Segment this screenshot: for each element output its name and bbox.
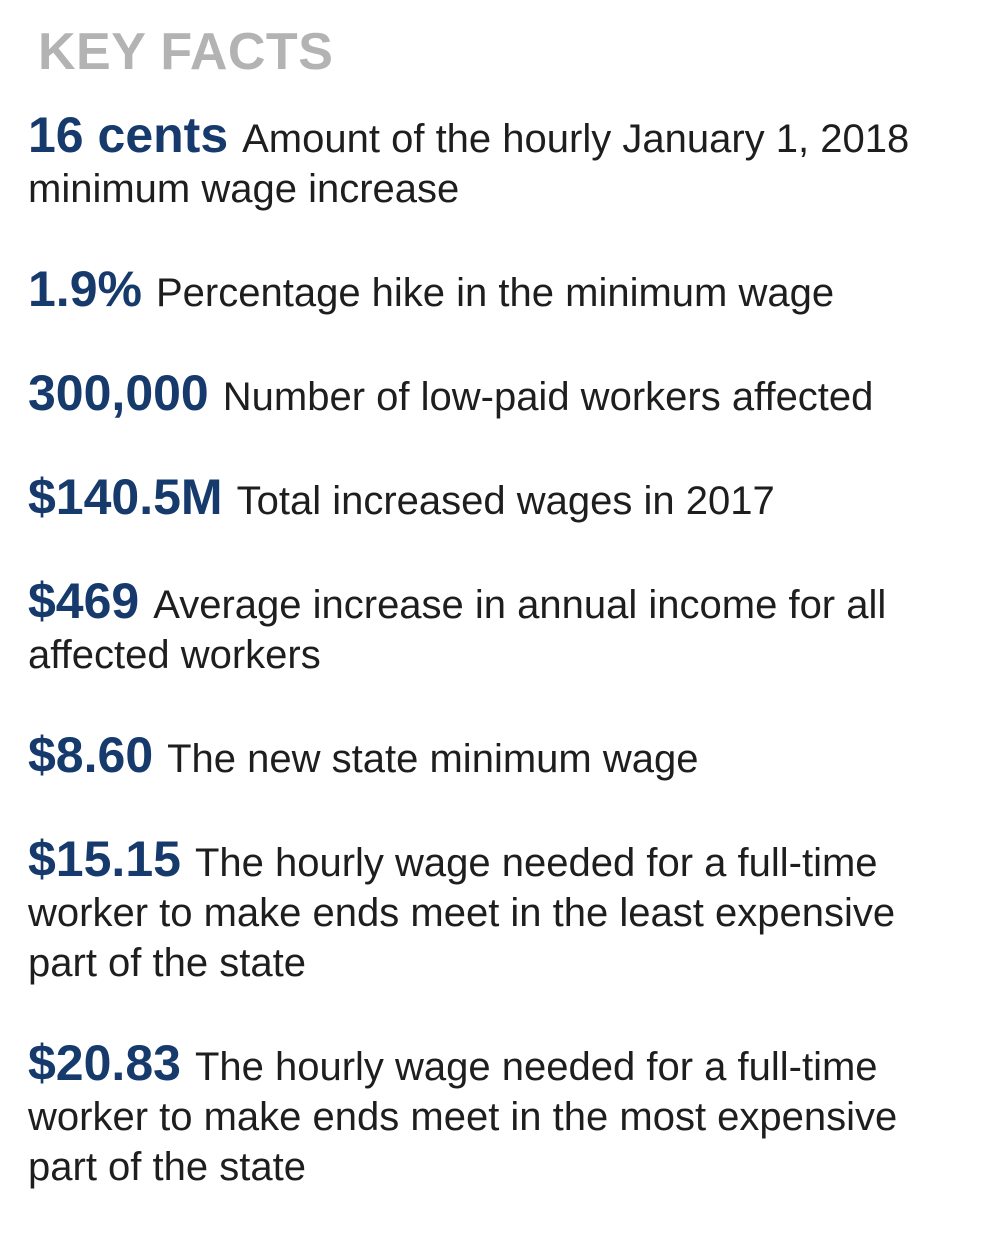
fact-item: $20.83 The hourly wage needed for a full-… xyxy=(28,1038,968,1192)
fact-value: $140.5M xyxy=(28,469,223,525)
fact-list: 16 cents Amount of the hourly January 1, … xyxy=(28,110,968,1242)
fact-value: 16 cents xyxy=(28,107,229,163)
fact-description: Number of low-paid workers affected xyxy=(222,375,874,419)
fact-value: $8.60 xyxy=(28,727,154,783)
key-facts-panel: KEY FACTS 16 cents Amount of the hourly J… xyxy=(28,23,909,1189)
fact-description: The hourly wage needed for a full-time w… xyxy=(28,1045,898,1189)
fact-item: $15.15 The hourly wage needed for a full-… xyxy=(28,834,968,988)
fact-value: $20.83 xyxy=(28,1035,181,1091)
fact-description: The hourly wage needed for a full-time w… xyxy=(28,841,896,985)
fact-description: The new state minimum wage xyxy=(167,737,699,781)
key-facts-heading: KEY FACTS xyxy=(38,23,334,81)
fact-description: Total increased wages in 2017 xyxy=(236,479,775,523)
fact-item: $140.5M Total increased wages in 2017 xyxy=(28,472,968,526)
fact-item: $469 Average increase in annual income fo… xyxy=(28,576,968,680)
fact-item: 16 cents Amount of the hourly January 1, … xyxy=(28,110,968,214)
fact-description: Amount of the hourly January 1, 2018 min… xyxy=(28,117,910,211)
fact-item: $8.60 The new state minimum wage xyxy=(28,730,968,784)
fact-value: 300,000 xyxy=(28,365,209,421)
fact-item: 1.9% Percentage hike in the minimum wage xyxy=(28,264,968,318)
fact-value: $15.15 xyxy=(28,831,181,887)
fact-item: 300,000 Number of low-paid workers affect… xyxy=(28,368,968,422)
fact-description: Percentage hike in the minimum wage xyxy=(155,271,835,315)
fact-description: Average increase in annual income for al… xyxy=(28,583,887,677)
fact-value: 1.9% xyxy=(28,261,142,317)
fact-value: $469 xyxy=(28,573,140,629)
